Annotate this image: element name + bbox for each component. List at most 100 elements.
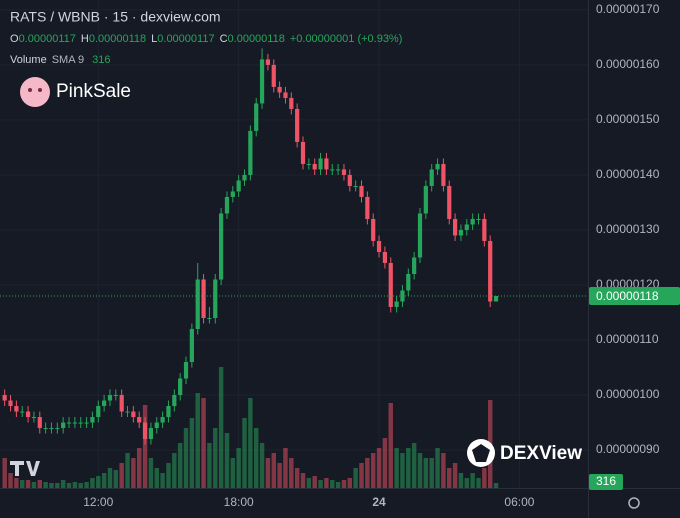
candle-body [14,406,19,412]
volume-name: Volume [10,54,47,66]
volume-bar [72,482,78,488]
candle-body [476,218,481,220]
candle-body [330,169,335,171]
volume-bar [78,483,83,488]
dexview-logo-mark [472,444,490,462]
candle-body [20,411,25,413]
volume-bar [31,482,37,488]
volume-bar [376,448,382,488]
candle-body [464,224,469,230]
ohlc-value: 0.00000117 [19,33,76,45]
candles [2,48,499,445]
volume-bar [218,367,224,488]
candle-body [148,428,154,440]
candle-body [178,378,183,396]
volume-bar [20,480,25,488]
candle-body [347,174,352,186]
candle-body [435,163,440,170]
volume-bar [324,478,329,488]
candle-body [230,191,235,197]
volume-value: 316 [92,54,110,66]
y-tick-label: 0.00000130 [596,222,660,236]
candle-body [300,141,306,164]
candle-body [382,251,388,263]
volume-bar [312,476,317,488]
volume-bar [353,468,358,488]
volume-bar [493,482,499,488]
volume-bar [119,463,124,488]
volume-bar [294,468,300,488]
y-tick-label: 0.00000160 [596,57,660,71]
volume-bar [330,480,335,488]
volume-bar [259,443,265,488]
candle-body [90,417,95,423]
candle-body [341,169,347,175]
volume-bar [283,448,288,488]
volume-bar [242,418,247,488]
candle-body [488,240,493,302]
volume-bar [382,438,388,488]
volume-bar [230,458,236,488]
candle-body [31,417,37,419]
volume-bar [8,473,13,488]
x-tick-label: 06:00 [504,495,534,509]
volume-bar [359,463,364,488]
candle-body [388,262,393,307]
candle-body [248,130,253,175]
ohlc-legend: O0.00000117 H0.00000118 L0.00000117 C0.0000… [10,33,402,45]
volume-bar [14,478,19,488]
watermark: PinkSale [56,81,131,102]
volume-label: 316 [596,474,616,488]
candle-body [265,59,271,65]
volume-bar [189,418,195,488]
volume-bar [265,458,271,488]
volume-bar [318,480,323,488]
candle-body [271,64,276,87]
candle-body [84,422,89,424]
candle-body [213,279,218,318]
ohlc-key: C [220,33,228,45]
ohlc-key: H [81,33,89,45]
volume-bar [400,453,405,488]
watermark: DEXView [500,443,582,464]
candle-body [441,163,446,186]
x-tick-label: 18:00 [224,495,254,509]
volume-legend: Volume SMA 9 316 [10,54,110,66]
volume-label-box [589,474,623,490]
volume-bar [370,453,376,488]
candle-body [306,163,311,165]
candle-body [242,174,247,181]
settings-icon[interactable] [628,497,640,509]
candle-body [183,362,189,379]
candle-body [66,422,72,424]
volume-bar [435,448,440,488]
candle-body [166,406,171,418]
volume-bar [248,398,253,488]
pinksale-logo-eye [28,88,32,92]
volume-bar [411,443,417,488]
volume-bar [154,468,159,488]
volume-bar [166,463,171,488]
volume-bar [306,478,312,488]
volume-bar [2,458,7,488]
volume-bar [236,448,241,488]
candle-body [312,163,317,170]
candle-body [219,213,224,280]
candle-body [406,273,411,291]
volume-bar [25,480,31,488]
volume-bar [160,473,165,488]
volume-bar [470,473,475,488]
volume-bar [476,478,481,488]
y-tick-label: 0.00000100 [596,387,660,401]
volume-bar [125,453,130,488]
candle-body [43,428,48,430]
volume-bar [183,428,189,488]
overlay: RATS / WBNB · 15 · dexview.com PinkSale … [0,2,680,509]
candle-body [359,185,364,197]
x-tick-label: 12:00 [83,495,113,509]
candle-body [2,395,7,401]
tradingview-logo [10,461,40,476]
volume-bar [271,453,276,488]
